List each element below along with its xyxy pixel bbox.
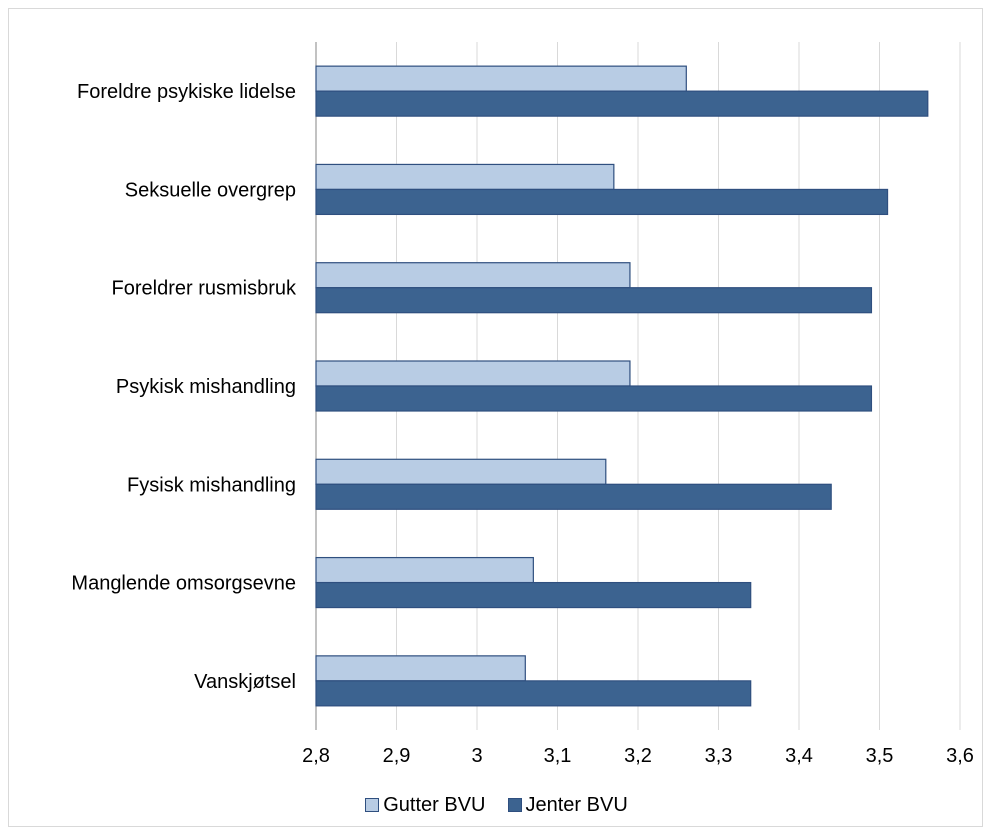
- legend-label-gutter: Gutter BVU: [383, 793, 486, 816]
- category-label: Foreldrer rusmisbruk: [112, 278, 297, 300]
- x-tick-label: 2,8: [302, 745, 330, 767]
- legend-label-jenter: Jenter BVU: [525, 793, 628, 816]
- x-tick-label: 2,9: [383, 745, 411, 767]
- bar-jenter: [315, 680, 752, 707]
- category-label: Manglende omsorgsevne: [71, 573, 296, 595]
- x-tick-label: 3,5: [866, 745, 894, 767]
- bar-gutter: [315, 65, 687, 92]
- bar-gutter: [315, 655, 526, 682]
- legend-item-jenter: Jenter BVU: [507, 793, 628, 817]
- x-tick-label: 3,2: [624, 745, 652, 767]
- category-label: Seksuelle overgrep: [125, 179, 296, 201]
- bar-jenter: [315, 188, 889, 216]
- x-tick-label: 3,4: [785, 745, 813, 767]
- category-label: Psykisk mishandling: [116, 376, 296, 398]
- x-tick-label: 3,6: [946, 745, 974, 767]
- legend-swatch-jenter: [507, 798, 522, 812]
- category-label: Foreldre psykiske lidelse: [77, 81, 296, 103]
- legend-item-gutter: Gutter BVU: [365, 793, 486, 817]
- bar-jenter: [315, 483, 832, 510]
- category-label: Vanskjøtsel: [194, 671, 296, 693]
- x-tick-label: 3,3: [705, 745, 733, 767]
- bar-jenter: [315, 581, 752, 609]
- legend-swatch-gutter: [365, 798, 380, 812]
- bar-gutter: [315, 556, 534, 584]
- bar-jenter: [315, 287, 873, 314]
- bar-jenter: [315, 90, 929, 117]
- x-tick-label: 3: [471, 745, 482, 767]
- bar-gutter: [315, 360, 631, 387]
- bar-jenter: [315, 385, 873, 412]
- legend: Gutter BVU Jenter BVU: [0, 790, 993, 820]
- x-tick-label: 3,1: [544, 745, 572, 767]
- category-label: Fysisk mishandling: [127, 474, 296, 496]
- bar-gutter: [315, 458, 607, 485]
- bar-gutter: [315, 163, 615, 191]
- bar-gutter: [315, 262, 631, 289]
